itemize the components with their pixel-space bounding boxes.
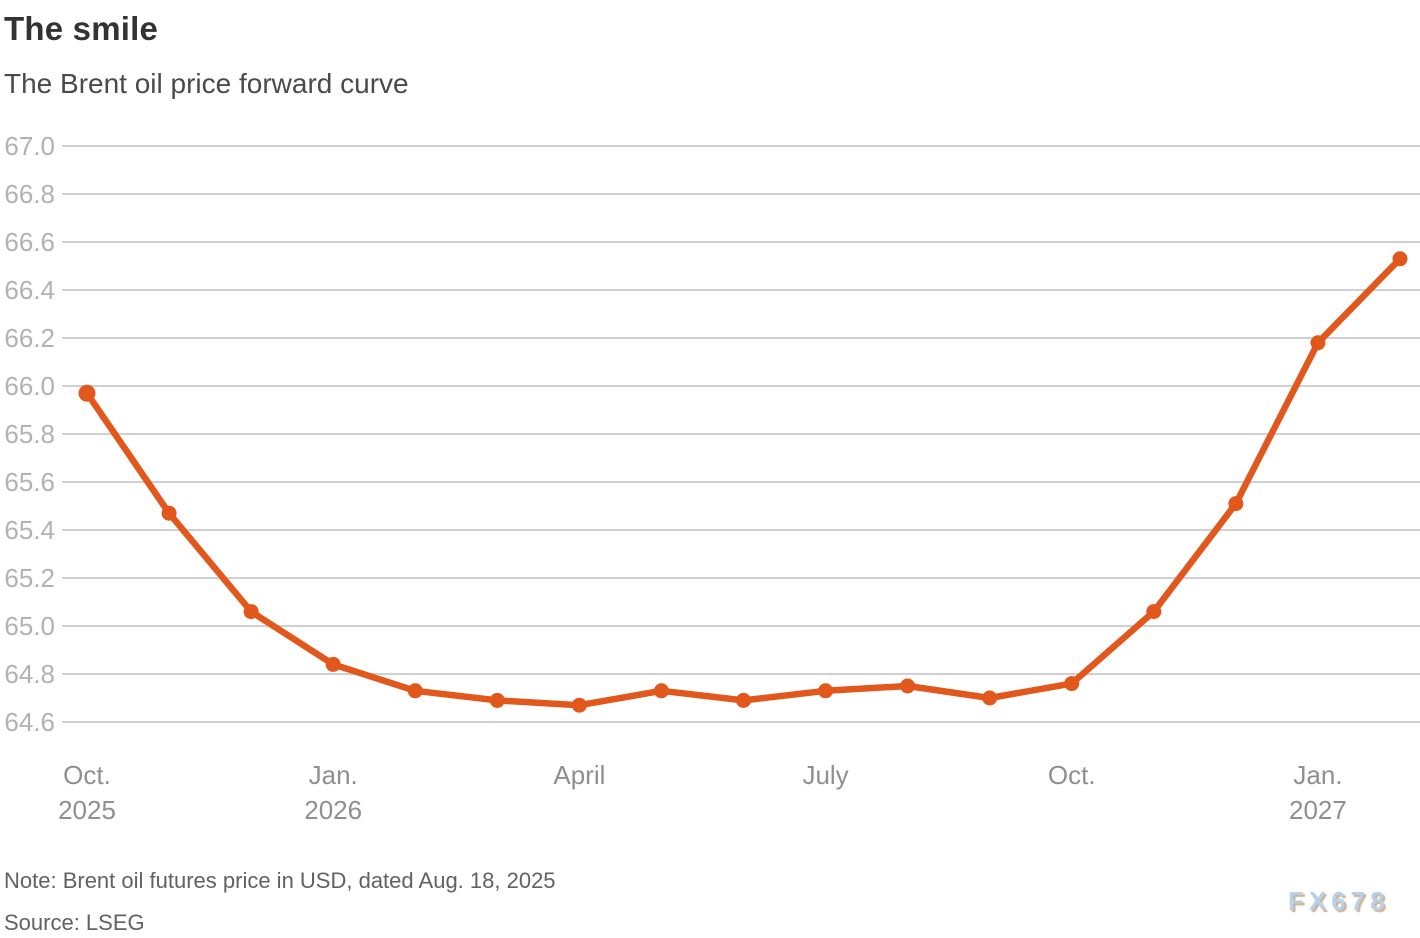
y-tick-label: 65.8 <box>4 419 55 449</box>
x-tick-label: July <box>802 760 848 790</box>
data-point <box>653 683 669 699</box>
data-point <box>571 697 587 713</box>
chart-subtitle: The Brent oil price forward curve <box>4 68 409 99</box>
y-tick-label: 65.2 <box>4 563 55 593</box>
y-tick-label: 64.6 <box>4 707 55 737</box>
x-tick-year-label: 2026 <box>304 795 362 825</box>
y-tick-label: 65.6 <box>4 467 55 497</box>
data-point <box>407 683 423 699</box>
x-tick-label: April <box>553 760 605 790</box>
data-point <box>900 678 916 694</box>
y-tick-label: 66.2 <box>4 323 55 353</box>
y-tick-label: 65.0 <box>4 611 55 641</box>
y-tick-label: 66.6 <box>4 227 55 257</box>
x-tick-year-label: 2025 <box>58 795 116 825</box>
data-point <box>1392 251 1408 267</box>
data-point <box>489 692 505 708</box>
price-line <box>83 255 1404 709</box>
y-tick-label: 66.4 <box>4 275 55 305</box>
data-point <box>161 505 177 521</box>
data-point <box>78 384 96 402</box>
data-point <box>1146 604 1162 620</box>
y-tick-label: 66.8 <box>4 179 55 209</box>
x-tick-label: Jan. <box>309 760 358 790</box>
data-point <box>325 656 341 672</box>
data-point <box>818 683 834 699</box>
x-tick-label: Oct. <box>1048 760 1096 790</box>
data-point <box>1228 496 1244 512</box>
chart-source: Source: LSEG <box>4 910 145 935</box>
y-tick-label: 64.8 <box>4 659 55 689</box>
x-tick-label: Oct. <box>63 760 111 790</box>
data-point <box>1310 335 1326 351</box>
x-tick-label: Jan. <box>1293 760 1342 790</box>
chart-note: Note: Brent oil futures price in USD, da… <box>4 868 556 893</box>
y-tick-label: 65.4 <box>4 515 55 545</box>
x-tick-year-label: 2027 <box>1289 795 1347 825</box>
brent-forward-curve-chart: 67.0 66.8 66.6 66.4 66.2 66.0 65.8 65.6 65.4 65.2… <box>4 131 1420 825</box>
y-tick-label: 66.0 <box>4 371 55 401</box>
data-point <box>982 690 998 706</box>
fx678-watermark: FX678 <box>1288 886 1390 916</box>
data-point <box>1064 676 1080 692</box>
y-tick-label: 67.0 <box>4 131 55 161</box>
chart-title: The smile <box>4 10 159 47</box>
data-point <box>736 692 751 708</box>
data-point <box>243 604 259 620</box>
